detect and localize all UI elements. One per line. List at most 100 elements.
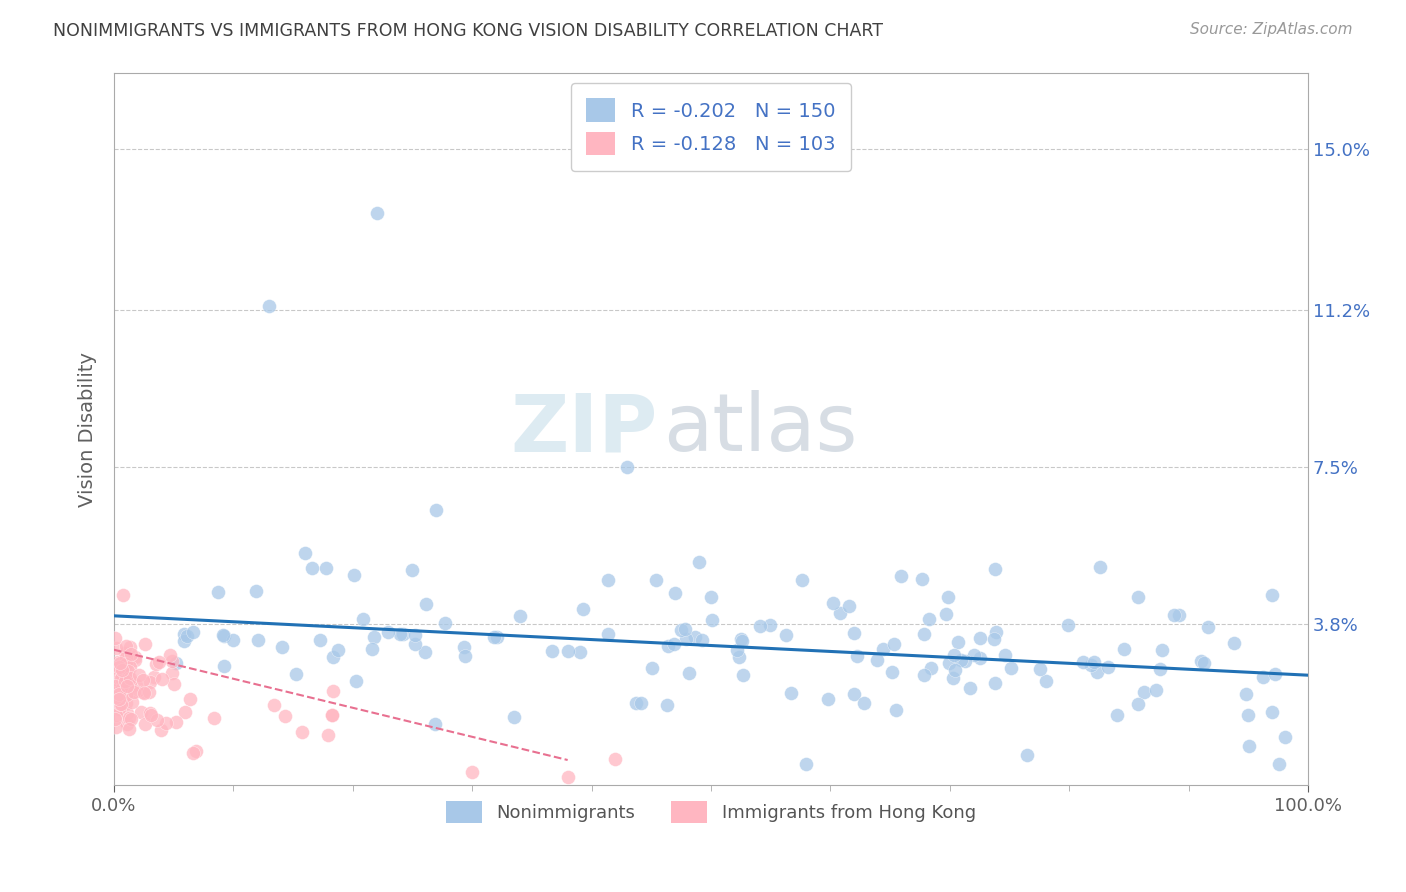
Point <box>155 715 177 730</box>
Point <box>107 655 129 669</box>
Point <box>842 625 865 640</box>
Point <box>122 685 145 699</box>
Point <box>1197 620 1219 634</box>
Point <box>110 688 132 702</box>
Point <box>730 632 752 647</box>
Point <box>294 546 316 560</box>
Point <box>1112 642 1135 657</box>
Point <box>110 671 132 685</box>
Point <box>486 630 509 644</box>
Point <box>117 717 139 731</box>
Point <box>1080 657 1102 672</box>
Point <box>114 646 136 660</box>
Point <box>174 705 197 719</box>
Point <box>425 503 447 517</box>
Point <box>344 673 367 688</box>
Point <box>274 709 297 723</box>
Point <box>969 631 991 645</box>
Point <box>115 649 138 664</box>
Point <box>401 563 423 577</box>
Point <box>557 770 579 784</box>
Point <box>942 671 965 685</box>
Point <box>202 710 225 724</box>
Point <box>415 597 437 611</box>
Point <box>817 692 839 706</box>
Point <box>105 670 128 684</box>
Point <box>246 633 269 648</box>
Point <box>1107 707 1129 722</box>
Point <box>111 666 134 681</box>
Point <box>326 643 349 657</box>
Point <box>890 569 912 583</box>
Point <box>212 659 235 673</box>
Point <box>104 686 127 700</box>
Point <box>404 637 426 651</box>
Point <box>678 666 700 681</box>
Point <box>664 586 686 600</box>
Point <box>343 567 366 582</box>
Point <box>936 590 959 604</box>
Point <box>1056 617 1078 632</box>
Point <box>120 647 142 661</box>
Point <box>503 710 526 724</box>
Point <box>115 696 138 710</box>
Point <box>780 686 803 700</box>
Point <box>321 707 343 722</box>
Point <box>148 655 170 669</box>
Point <box>794 757 817 772</box>
Point <box>112 679 135 693</box>
Point <box>596 573 619 587</box>
Point <box>105 640 128 655</box>
Point <box>1133 685 1156 699</box>
Point <box>132 686 155 700</box>
Point <box>1168 607 1191 622</box>
Point <box>758 617 780 632</box>
Point <box>160 654 183 668</box>
Point <box>139 708 162 723</box>
Point <box>104 712 127 726</box>
Point <box>1126 697 1149 711</box>
Point <box>108 697 131 711</box>
Point <box>104 631 127 645</box>
Point <box>1071 656 1094 670</box>
Point <box>207 585 229 599</box>
Point <box>322 649 344 664</box>
Point <box>111 690 134 705</box>
Point <box>104 720 127 734</box>
Point <box>1223 636 1246 650</box>
Point <box>118 660 141 674</box>
Point <box>1088 559 1111 574</box>
Point <box>821 596 844 610</box>
Point <box>657 639 679 653</box>
Point <box>994 648 1017 662</box>
Point <box>111 672 134 686</box>
Point <box>880 665 903 679</box>
Point <box>641 660 664 674</box>
Point <box>308 633 330 648</box>
Text: Source: ZipAtlas.com: Source: ZipAtlas.com <box>1189 22 1353 37</box>
Point <box>1085 665 1108 679</box>
Point <box>1237 739 1260 753</box>
Point <box>655 698 678 712</box>
Point <box>509 609 531 624</box>
Point <box>114 657 136 671</box>
Point <box>105 661 128 675</box>
Point <box>315 561 337 575</box>
Point <box>211 628 233 642</box>
Point <box>124 653 146 667</box>
Point <box>361 642 384 657</box>
Point <box>363 630 385 644</box>
Point <box>118 640 141 654</box>
Point <box>983 632 1005 646</box>
Point <box>121 695 143 709</box>
Point <box>1267 757 1289 772</box>
Text: atlas: atlas <box>664 390 858 468</box>
Point <box>165 714 187 729</box>
Point <box>104 683 127 698</box>
Point <box>389 626 412 640</box>
Point <box>115 679 138 693</box>
Point <box>671 623 693 637</box>
Point <box>884 703 907 717</box>
Point <box>263 698 285 712</box>
Point <box>605 752 627 766</box>
